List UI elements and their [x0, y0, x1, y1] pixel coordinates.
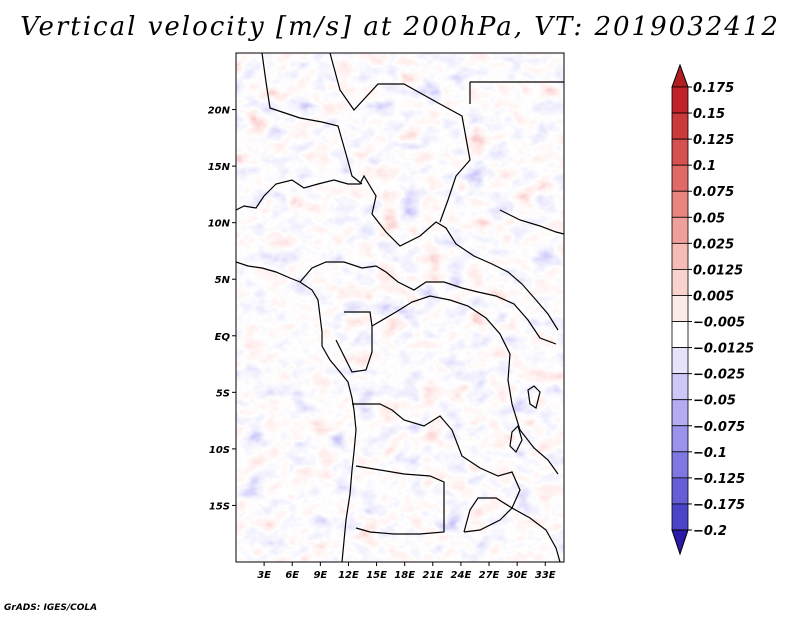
- latitude-axis: 20N 15N 10N 5N EQ 5S 10S 15S: [208, 106, 236, 512]
- map-frame: [235, 52, 565, 563]
- colorbar-swatch: [671, 138, 689, 166]
- colorbar-label: −0.125: [693, 472, 745, 487]
- border: [329, 53, 471, 223]
- colorbar-label: −0.05: [693, 394, 736, 409]
- border: [299, 261, 557, 345]
- lon-tick-label: 12E: [338, 570, 359, 581]
- longitude-axis: 3E 6E 9E 12E 15E 18E 21E 24E 27E 30E 33E: [257, 562, 556, 581]
- colorbar-swatch: [671, 399, 689, 427]
- lat-tick-label: 10N: [208, 219, 231, 230]
- lat-tick-label: 10S: [209, 445, 230, 456]
- chart-title: Vertical velocity [m/s] at 200hPa, VT: 2…: [20, 12, 780, 42]
- lat-tick-label: 15S: [209, 501, 230, 512]
- colorbar-swatch: [671, 477, 689, 505]
- border: [499, 209, 564, 235]
- colorbar-bottom-arrow: [671, 529, 689, 556]
- lon-tick-label: 9E: [313, 570, 327, 581]
- lon-tick-label: 18E: [394, 570, 415, 581]
- border: [371, 295, 559, 475]
- colorbar-label: 0.15: [693, 107, 725, 122]
- colorbar-swatch: [671, 295, 689, 322]
- colorbar: 0.175 0.15 0.125 0.1 0.075 0.05 0.025 0.0125 0.0…: [671, 63, 754, 556]
- colorbar-label: 0.075: [693, 185, 734, 200]
- colorbar-label: 0.175: [693, 81, 734, 96]
- colorbar-swatch: [671, 373, 689, 401]
- colorbar-label: −0.005: [693, 316, 745, 331]
- lat-tick-label: 20N: [208, 106, 231, 117]
- lat-tick-label: 15N: [208, 162, 231, 173]
- border: [335, 311, 373, 373]
- lon-tick-label: 3E: [257, 570, 271, 581]
- colorbar-swatch: [671, 347, 689, 375]
- colorbar-label: 0.025: [693, 237, 734, 252]
- colorbar-swatch: [671, 425, 689, 453]
- coastline: [236, 261, 357, 562]
- vertical-velocity-field: [236, 53, 564, 562]
- lon-tick-label: 27E: [479, 570, 500, 581]
- colorbar-swatch: [671, 164, 689, 192]
- colorbar-label: 0.05: [693, 211, 725, 226]
- colorbar-label: −0.075: [693, 420, 745, 435]
- colorbar-swatch: [671, 503, 689, 531]
- border: [352, 403, 521, 533]
- colorbar-label: 0.1: [693, 159, 716, 174]
- colorbar-label: 0.005: [693, 289, 734, 304]
- colorbar-swatch: [671, 242, 689, 270]
- colorbar-label: −0.175: [693, 498, 745, 513]
- lon-tick-label: 24E: [451, 570, 472, 581]
- colorbar-swatch: [671, 216, 689, 244]
- lon-tick-label: 6E: [285, 570, 299, 581]
- lake: [527, 385, 541, 409]
- border: [261, 53, 363, 185]
- colorbar-swatch: [671, 451, 689, 479]
- lake: [509, 424, 523, 454]
- border: [463, 497, 561, 562]
- credit-text: GrADS: IGES/COLA: [4, 603, 98, 613]
- colorbar-swatch: [671, 269, 689, 296]
- colorbar-swatch: [671, 86, 689, 114]
- lon-tick-label: 33E: [535, 570, 556, 581]
- colorbar-label: −0.1: [693, 446, 727, 461]
- lat-tick-label: 5N: [215, 275, 231, 286]
- lon-tick-label: 30E: [507, 570, 528, 581]
- colorbar-top-arrow: [671, 63, 689, 88]
- colorbar-swatch: [671, 321, 689, 348]
- lat-tick-label: EQ: [215, 332, 231, 343]
- lon-tick-label: 15E: [366, 570, 387, 581]
- colorbar-swatch: [671, 112, 689, 140]
- lat-tick-label: 5S: [216, 388, 230, 399]
- colorbar-label: 0.125: [693, 133, 734, 148]
- lon-tick-label: 21E: [422, 570, 443, 581]
- border: [355, 465, 445, 535]
- border: [236, 174, 559, 331]
- colorbar-label: −0.2: [693, 524, 727, 539]
- colorbar-label: 0.0125: [693, 263, 743, 278]
- colorbar-label: −0.0125: [693, 342, 754, 357]
- border: [469, 81, 564, 104]
- colorbar-label: −0.025: [693, 368, 745, 383]
- colorbar-swatch: [671, 190, 689, 218]
- map-panel: [235, 52, 565, 563]
